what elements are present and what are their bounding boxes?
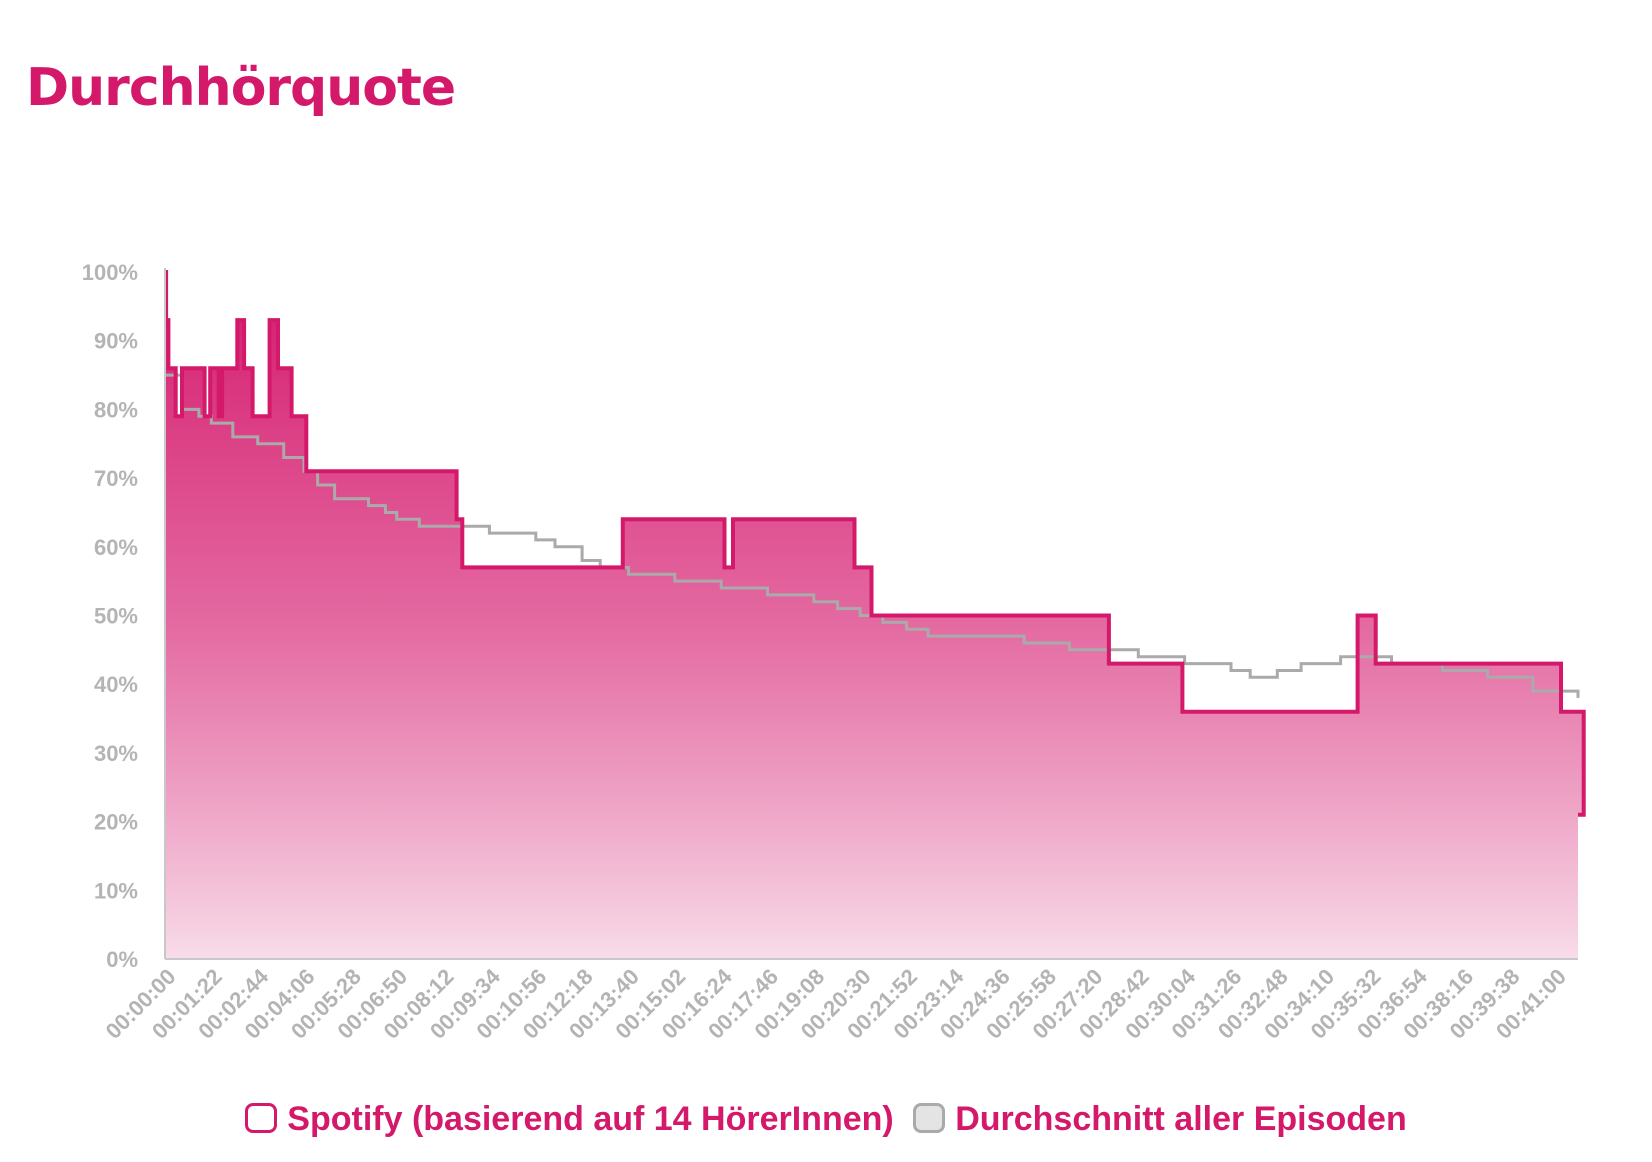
x-axis-labels: 00:00:0000:01:2200:02:4400:04:0600:05:28… bbox=[101, 963, 1571, 1043]
y-tick-label: 90% bbox=[94, 329, 138, 354]
legend-item-average[interactable]: Durchschnitt aller Episoden bbox=[903, 1100, 1407, 1139]
legend-swatch-spotify bbox=[245, 1102, 278, 1133]
chart-title: Durchhörquote bbox=[26, 58, 456, 118]
y-tick-label: 100% bbox=[82, 260, 138, 285]
y-tick-label: 10% bbox=[94, 878, 138, 903]
y-tick-label: 30% bbox=[94, 741, 138, 766]
legend-label-spotify: Spotify (basierend auf 14 HörerInnen) bbox=[287, 1099, 894, 1138]
average-series-line bbox=[165, 373, 1580, 698]
y-axis-labels: 0% 10% 20% 30% 40% 50% 60% 70% 80% 90% 100% bbox=[82, 260, 138, 972]
legend: Spotify (basierend auf 14 HörerInnen) Du… bbox=[0, 1098, 1652, 1139]
legend-swatch-average bbox=[913, 1102, 946, 1133]
y-tick-label: 20% bbox=[94, 810, 138, 835]
legend-label-average: Durchschnitt aller Episoden bbox=[955, 1099, 1407, 1138]
y-tick-label: 60% bbox=[94, 535, 138, 560]
y-tick-label: 70% bbox=[94, 466, 138, 491]
y-tick-label: 0% bbox=[106, 947, 138, 972]
spotify-series-line bbox=[164, 270, 1586, 817]
y-tick-label: 80% bbox=[94, 397, 138, 422]
y-tick-label: 50% bbox=[94, 604, 138, 629]
y-tick-label: 40% bbox=[94, 672, 138, 697]
legend-item-spotify[interactable]: Spotify (basierend auf 14 HörerInnen) bbox=[245, 1099, 894, 1139]
